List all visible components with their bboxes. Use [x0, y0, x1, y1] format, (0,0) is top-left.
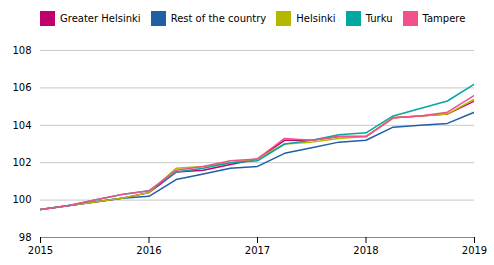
- svg-text:2019: 2019: [462, 245, 487, 256]
- svg-text:2016: 2016: [136, 245, 161, 256]
- html-text:Tampere: Tampere: [422, 13, 466, 24]
- svg-text:2018: 2018: [353, 245, 378, 256]
- svg-text:108: 108: [12, 45, 31, 56]
- svg-text:98: 98: [19, 232, 32, 243]
- html-text:Greater Helsinki: Greater Helsinki: [60, 13, 141, 24]
- svg-text:106: 106: [12, 82, 31, 93]
- svg-text:102: 102: [12, 157, 31, 168]
- svg-text:100: 100: [12, 194, 31, 205]
- html-text:Rest of the country: Rest of the country: [170, 13, 267, 24]
- svg-text:2017: 2017: [245, 245, 270, 256]
- html-text:Turku: Turku: [365, 13, 393, 24]
- html-text:Helsinki: Helsinki: [296, 13, 336, 24]
- svg-text:104: 104: [12, 120, 31, 131]
- svg-text:2015: 2015: [28, 245, 53, 256]
